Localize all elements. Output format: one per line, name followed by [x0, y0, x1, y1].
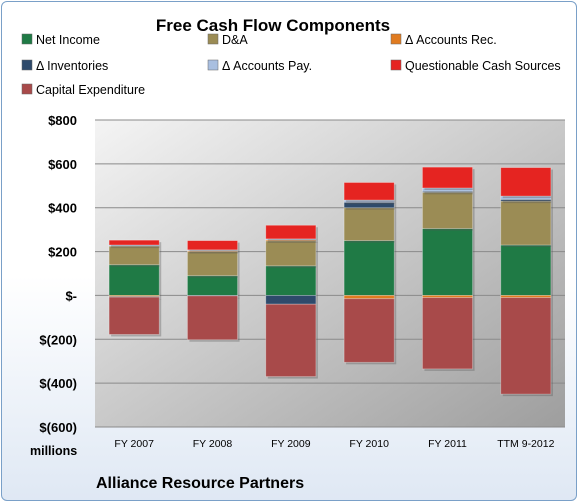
legend-label-accounts-pay: Δ Accounts Pay. — [222, 59, 312, 73]
bar-d-a-ttm-9-2012 — [500, 200, 552, 246]
legend-label-capital-expenditure: Capital Expenditure — [36, 83, 145, 97]
bar-capital-expenditure-ttm-9-2012 — [500, 297, 552, 395]
bar-capital-expenditure-fy-2009 — [265, 303, 317, 377]
bar-inventories-fy-2009 — [265, 295, 317, 305]
bar-capital-expenditure-fy-2010 — [343, 298, 395, 363]
bar-accounts-rec-fy-2008-shadow — [189, 252, 240, 254]
bar-accounts-pay-fy-2009-shadow — [267, 240, 318, 242]
x-tick-label: FY 2011 — [428, 438, 467, 450]
y-tick-label: $- — [65, 288, 77, 303]
legend-swatch-net-income — [21, 33, 33, 45]
bar-accounts-rec-fy-2009-shadow — [267, 241, 318, 243]
bar-accounts-pay-fy-2007 — [108, 244, 160, 247]
legend: Net Income D&A Δ Accounts Rec. Δ Inventorie… — [21, 33, 561, 97]
bar-accounts-pay-fy-2011 — [422, 187, 473, 192]
bar-accounts-pay-fy-2010-shadow — [346, 202, 397, 205]
legend-label-d-a: D&A — [222, 33, 248, 47]
y-tick-label: $(200) — [39, 332, 77, 347]
legend-label-accounts-rec: Δ Accounts Rec. — [405, 33, 497, 47]
bar-questionable-cash-sources-fy-2007 — [108, 239, 160, 246]
y-tick-label: $400 — [48, 201, 77, 216]
bar-accounts-pay-fy-2008-shadow — [189, 251, 240, 253]
x-tick-label: FY 2008 — [193, 438, 233, 450]
plot-background — [95, 120, 565, 427]
bar-d-a-fy-2011 — [422, 191, 473, 229]
y-axis: $800 $600 $400 $200 $- $(200) $(400) $(600) — [39, 113, 77, 435]
units-label: millions — [30, 444, 77, 458]
bar-inventories-fy-2011-shadow — [424, 193, 475, 195]
bar-d-a-fy-2008 — [187, 251, 238, 277]
bar-capital-expenditure-fy-2008 — [187, 295, 238, 341]
bar-net-income-fy-2007 — [108, 264, 160, 296]
y-tick-label: $800 — [48, 113, 77, 128]
bar-accounts-pay-fy-2007-shadow — [111, 246, 162, 249]
x-tick-label: FY 2007 — [114, 438, 154, 450]
bar-capital-expenditure-fy-2007 — [108, 296, 160, 335]
legend-label-questionable-cash-sources: Questionable Cash Sources — [405, 59, 561, 73]
bar-net-income-fy-2010 — [343, 240, 395, 296]
x-tick-label: FY 2010 — [349, 438, 389, 450]
y-tick-label: $(600) — [39, 420, 77, 435]
y-tick-label: $(400) — [39, 376, 77, 391]
x-tick-label: FY 2009 — [271, 438, 311, 450]
bar-capital-expenditure-fy-2011 — [422, 297, 473, 370]
legend-swatch-capital-expenditure — [21, 83, 33, 95]
legend-label-inventories: Δ Inventories — [36, 59, 108, 73]
chart-title: Free Cash Flow Components — [156, 16, 390, 35]
x-axis: FY 2007 FY 2008 FY 2009 FY 2010 FY 2011 TTM 9… — [114, 438, 554, 450]
legend-swatch-accounts-pay — [207, 59, 219, 71]
bar-questionable-cash-sources-fy-2010 — [343, 182, 395, 201]
x-tick-label: TTM 9-2012 — [497, 438, 554, 450]
plot-area — [95, 119, 565, 428]
bar-net-income-fy-2008 — [187, 275, 238, 296]
company-name: Alliance Resource Partners — [96, 475, 304, 492]
bar-inventories-ttm-9-2012-shadow — [502, 201, 553, 204]
bar-questionable-cash-sources-ttm-9-2012 — [500, 167, 552, 197]
y-tick-label: $600 — [48, 157, 77, 172]
legend-swatch-d-a — [207, 33, 219, 45]
bar-d-a-fy-2010 — [343, 207, 395, 242]
bar-d-a-fy-2009 — [265, 240, 317, 267]
y-tick-label: $200 — [48, 245, 77, 260]
legend-label-net-income: Net Income — [36, 33, 100, 47]
legend-swatch-inventories — [21, 59, 33, 71]
bar-d-a-fy-2007 — [108, 245, 160, 266]
bar-questionable-cash-sources-fy-2008 — [187, 240, 238, 251]
bar-questionable-cash-sources-fy-2011 — [422, 166, 473, 189]
bar-net-income-fy-2009 — [265, 265, 317, 296]
legend-swatch-accounts-rec — [390, 33, 402, 45]
bar-accounts-pay-ttm-9-2012-shadow — [502, 198, 553, 202]
legend-swatch-questionable-cash-sources — [390, 59, 402, 71]
bar-accounts-rec-fy-2010 — [343, 295, 395, 300]
bar-net-income-ttm-9-2012 — [500, 244, 552, 296]
bar-net-income-fy-2011 — [422, 228, 473, 296]
bar-accounts-pay-fy-2011-shadow — [424, 189, 475, 194]
bar-questionable-cash-sources-fy-2009 — [265, 224, 317, 240]
